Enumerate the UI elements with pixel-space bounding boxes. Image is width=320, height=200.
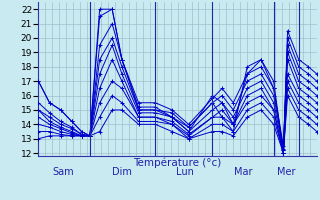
X-axis label: Température (°c): Température (°c)	[133, 157, 222, 168]
Text: Lun: Lun	[176, 167, 194, 177]
Text: Mar: Mar	[234, 167, 252, 177]
Text: Sam: Sam	[53, 167, 74, 177]
Text: Dim: Dim	[112, 167, 132, 177]
Text: Mer: Mer	[277, 167, 295, 177]
